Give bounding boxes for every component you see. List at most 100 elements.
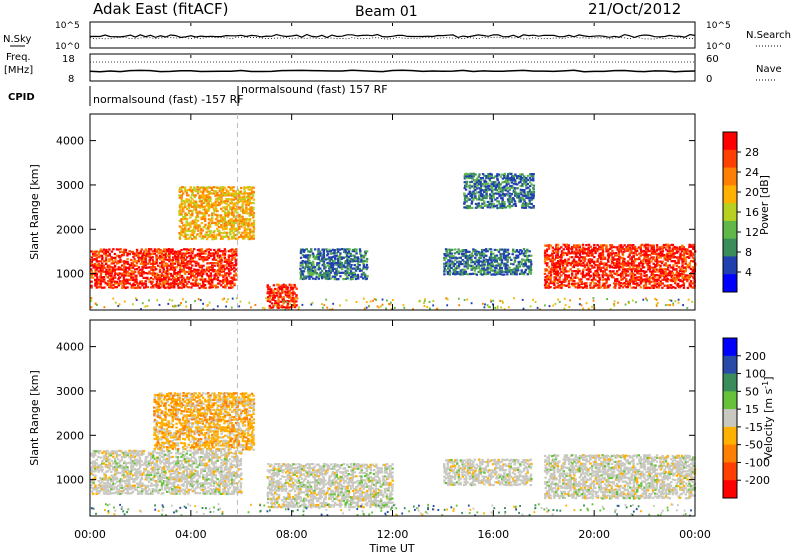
data-cell <box>180 188 183 191</box>
data-cell <box>101 268 104 271</box>
data-cell <box>95 486 98 489</box>
data-cell <box>113 452 117 455</box>
data-cell <box>299 273 303 276</box>
data-cell <box>457 260 460 263</box>
data-cell <box>509 272 513 276</box>
data-cell <box>501 190 504 193</box>
data-cell <box>205 194 209 197</box>
data-cell <box>130 464 133 467</box>
data-cell <box>272 294 275 297</box>
data-cell <box>353 255 357 259</box>
data-cell <box>178 210 181 213</box>
data-cell <box>201 235 205 238</box>
data-cell <box>628 284 631 287</box>
power-ylabel: Slant Range [km] <box>28 164 41 260</box>
data-cell <box>108 482 111 485</box>
data-cell <box>629 280 632 283</box>
data-cell <box>602 266 605 269</box>
data-cell <box>571 247 574 250</box>
data-cell <box>585 263 589 267</box>
data-cell <box>547 272 551 275</box>
data-cell <box>210 222 214 225</box>
data-cell <box>308 275 312 278</box>
data-cell <box>573 270 576 273</box>
data-cell <box>451 248 454 251</box>
data-cell <box>476 206 479 209</box>
data-cell <box>135 297 137 300</box>
data-cell <box>103 260 106 263</box>
data-cell <box>171 261 174 264</box>
data-cell <box>633 270 637 273</box>
data-cell <box>195 278 198 281</box>
data-cell <box>126 486 129 489</box>
data-cell <box>506 256 510 259</box>
data-cell <box>340 265 344 268</box>
data-cell <box>238 207 241 210</box>
data-cell <box>310 264 314 267</box>
data-cell <box>670 299 673 302</box>
data-cell <box>353 271 356 274</box>
data-cell <box>644 250 648 253</box>
data-cell <box>601 257 604 261</box>
data-cell <box>641 243 644 246</box>
data-cell <box>331 275 335 278</box>
data-cell <box>229 272 232 275</box>
data-cell <box>209 218 212 221</box>
data-cell <box>164 258 167 261</box>
data-cell <box>127 272 131 275</box>
data-cell <box>110 470 113 473</box>
data-cell <box>248 193 252 197</box>
data-cell <box>630 250 633 253</box>
data-cell <box>209 198 212 201</box>
data-cell <box>681 264 684 267</box>
data-cell <box>554 270 558 273</box>
data-cell <box>180 274 184 277</box>
data-cell <box>248 235 252 238</box>
data-cell <box>202 196 205 199</box>
data-cell <box>334 258 337 261</box>
data-cell <box>92 482 95 485</box>
data-cell <box>469 174 472 177</box>
data-cell <box>574 276 577 279</box>
data-cell <box>673 247 676 250</box>
data-cell <box>218 214 221 217</box>
data-cell <box>100 480 104 483</box>
data-cell <box>544 278 547 281</box>
data-cell <box>185 305 188 308</box>
data-cell <box>459 250 462 253</box>
data-cell <box>481 206 484 209</box>
data-cell <box>266 290 270 293</box>
data-cell <box>479 188 482 191</box>
data-cell <box>212 192 215 195</box>
data-cell <box>344 252 348 255</box>
data-cell <box>220 268 223 271</box>
data-cell <box>234 229 237 232</box>
data-cell <box>203 256 207 259</box>
data-cell <box>144 280 147 283</box>
data-cell <box>324 266 327 269</box>
data-cell <box>122 480 126 483</box>
data-cell <box>657 268 660 271</box>
data-cell <box>299 264 302 267</box>
data-cell <box>490 267 493 270</box>
data-cell <box>578 256 581 259</box>
data-cell <box>211 216 214 219</box>
data-cell <box>692 260 695 263</box>
data-cell <box>299 250 303 253</box>
data-cell <box>175 272 178 275</box>
data-cell <box>495 258 499 261</box>
data-cell <box>189 216 192 219</box>
data-cell <box>216 262 220 265</box>
data-cell <box>328 258 332 261</box>
data-cell <box>464 270 468 273</box>
data-cell <box>512 268 515 271</box>
data-cell <box>230 201 234 205</box>
data-cell <box>502 255 505 258</box>
data-cell <box>190 237 194 241</box>
data-cell <box>652 246 655 249</box>
data-cell <box>681 280 684 283</box>
data-cell <box>205 204 208 207</box>
data-cell <box>92 460 95 463</box>
data-cell <box>479 268 482 272</box>
data-cell <box>92 449 95 452</box>
